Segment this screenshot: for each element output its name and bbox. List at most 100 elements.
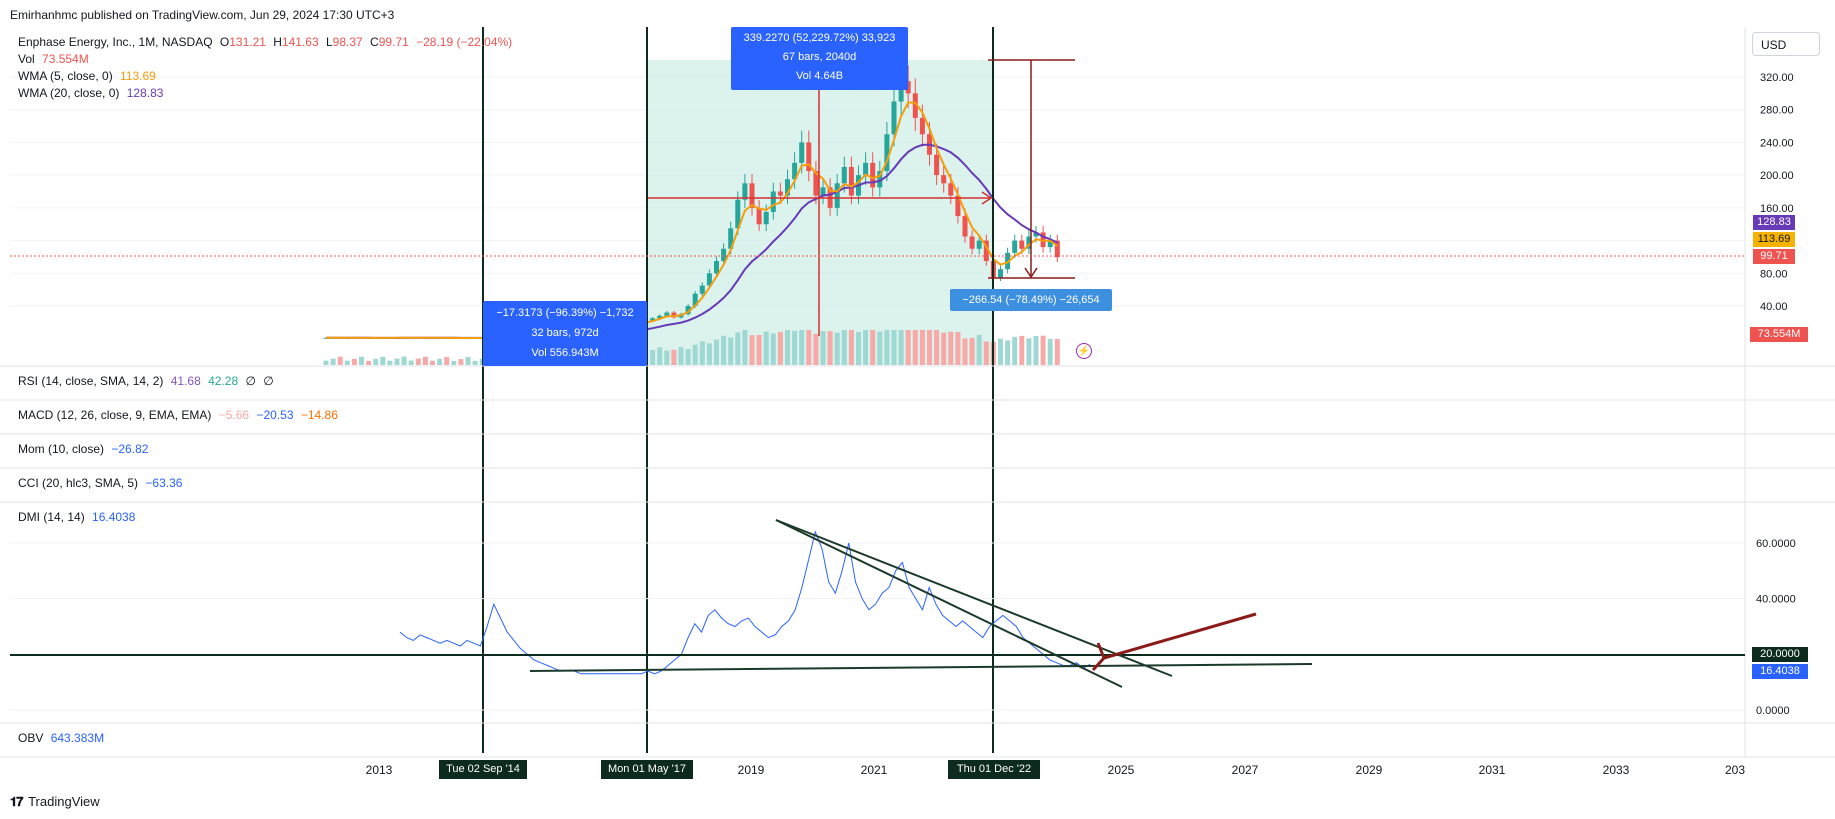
candle-body (976, 240, 982, 249)
candle-body (1033, 232, 1039, 237)
year-tick-label: 2033 (1603, 763, 1630, 777)
measure-box-left: −17.3173 (−96.39%) −1,732 32 bars, 972d … (483, 301, 647, 366)
volume-bar (728, 337, 734, 365)
volume-bar (749, 335, 755, 365)
volume-bar (380, 356, 386, 365)
candle-body (692, 293, 698, 306)
candle-body (728, 228, 734, 249)
volume-bar (948, 331, 954, 365)
wma20-value: 128.83 (126, 86, 164, 100)
candle-body (863, 162, 869, 176)
wma5-line (326, 101, 1058, 339)
year-tick-label: 2019 (738, 763, 765, 777)
volume-bar (373, 358, 379, 365)
high-label: H (273, 35, 282, 49)
symbol-legend: Enphase Energy, Inc., 1M, NASDAQ O131.21… (18, 34, 512, 102)
mom-legend[interactable]: Mom (10, close) −26.82 (18, 442, 148, 456)
candle-body (898, 81, 904, 102)
brand-name: TradingView (28, 794, 100, 809)
volume-bar (827, 331, 833, 365)
measure-range-fill (647, 60, 993, 365)
volume-bar (891, 330, 897, 365)
year-tick-label: 2027 (1232, 763, 1259, 777)
wma5-label: WMA (5, close, 0) (18, 69, 113, 83)
mom-label: Mom (10, close) (18, 442, 105, 456)
volume-bar (763, 331, 769, 365)
macd-value1: −5.66 (218, 408, 250, 422)
candle-body (1005, 252, 1011, 270)
candle-body (742, 183, 748, 200)
candle-body (1019, 240, 1025, 249)
volume-bar (444, 356, 450, 365)
candle-body (934, 154, 940, 176)
volume-bar (870, 330, 876, 365)
volume-bar (415, 358, 421, 365)
tradingview-logo-icon: 𝟏𝟕 (10, 794, 24, 809)
macd-legend[interactable]: MACD (12, 26, close, 9, EMA, EMA) −5.66 … (18, 408, 338, 422)
macd-value2: −20.53 (256, 408, 294, 422)
volume-bar (387, 360, 393, 365)
high-value: 141.63 (281, 35, 319, 49)
candle-body (877, 171, 883, 188)
volume-bar (1026, 338, 1032, 365)
volume-bar (927, 330, 932, 365)
dmi-value-badge: 16.4038 (1752, 664, 1808, 679)
candle-body (948, 183, 954, 196)
cci-legend[interactable]: CCI (20, hlc3, SMA, 5) −63.36 (18, 476, 182, 490)
volume-bar (699, 341, 705, 365)
price-tick-label: 40.00 (1760, 301, 1788, 313)
measure-box-top: 339.2270 (52,229.72%) 33,923 67 bars, 20… (731, 27, 908, 90)
volume-bar (678, 346, 684, 365)
year-tick-label: 2029 (1356, 763, 1383, 777)
volume-bar (998, 338, 1003, 365)
volume-bar (458, 359, 464, 365)
price-tick-label: 320.00 (1760, 72, 1794, 84)
volume-bar (401, 356, 407, 365)
volume-bar (799, 330, 805, 365)
volume-bar (359, 356, 364, 365)
volume-bar (451, 360, 457, 365)
candle-body (848, 166, 854, 196)
volume-bar (664, 350, 670, 365)
lightning-icon[interactable]: ⚡ (1076, 343, 1092, 359)
year-tick-label: 2013 (366, 763, 393, 777)
ohlc-row: Enphase Energy, Inc., 1M, NASDAQ O131.21… (18, 34, 512, 51)
year-tick-label: 203 (1725, 763, 1745, 777)
tradingview-logo[interactable]: 𝟏𝟕 TradingView (10, 794, 100, 810)
volume-bar (863, 330, 869, 365)
mom-value: −26.82 (111, 442, 149, 456)
wma20-badge: 128.83 (1753, 215, 1795, 230)
candle-body (998, 269, 1003, 278)
volume-bar (785, 330, 790, 365)
dmi-legend[interactable]: DMI (14, 14) 16.4038 (18, 510, 135, 524)
open-value: 131.21 (229, 35, 266, 49)
volume-bar (657, 347, 663, 365)
candle-body (1047, 240, 1053, 248)
candle-body (763, 211, 769, 225)
candle-body (870, 162, 876, 188)
candle-body (919, 117, 925, 135)
volume-bar (934, 330, 940, 365)
year-tick-label: 2025 (1108, 763, 1135, 777)
dmi-value: 16.4038 (92, 510, 136, 524)
pane-separators (0, 27, 1835, 758)
rsi-value2: 42.28 (208, 374, 239, 388)
volume-bar (735, 332, 741, 365)
volume-bar (650, 350, 656, 365)
volume-bar (1019, 335, 1025, 365)
currency-button[interactable]: USD (1752, 32, 1820, 56)
volume-bar (422, 356, 428, 365)
dmi-line (399, 530, 1091, 675)
rsi-legend[interactable]: RSI (14, close, SMA, 14, 2) 41.68 42.28 … (18, 374, 274, 388)
candle-body (671, 312, 677, 318)
volume-bar (969, 337, 975, 365)
volume-bar (756, 334, 762, 365)
volume-bar (976, 334, 982, 365)
volume-bar (685, 349, 691, 365)
obv-legend[interactable]: OBV 643.383M (18, 731, 104, 745)
rsi-label: RSI (14, close, SMA, 14, 2) (18, 374, 164, 388)
rsi-value3: ∅ (245, 374, 256, 388)
volume-bar (1054, 339, 1060, 365)
volume-bar (437, 358, 443, 365)
time-axis: 2013 2019 2021 2025 2027 2029 2031 2033 203 (366, 763, 1746, 777)
